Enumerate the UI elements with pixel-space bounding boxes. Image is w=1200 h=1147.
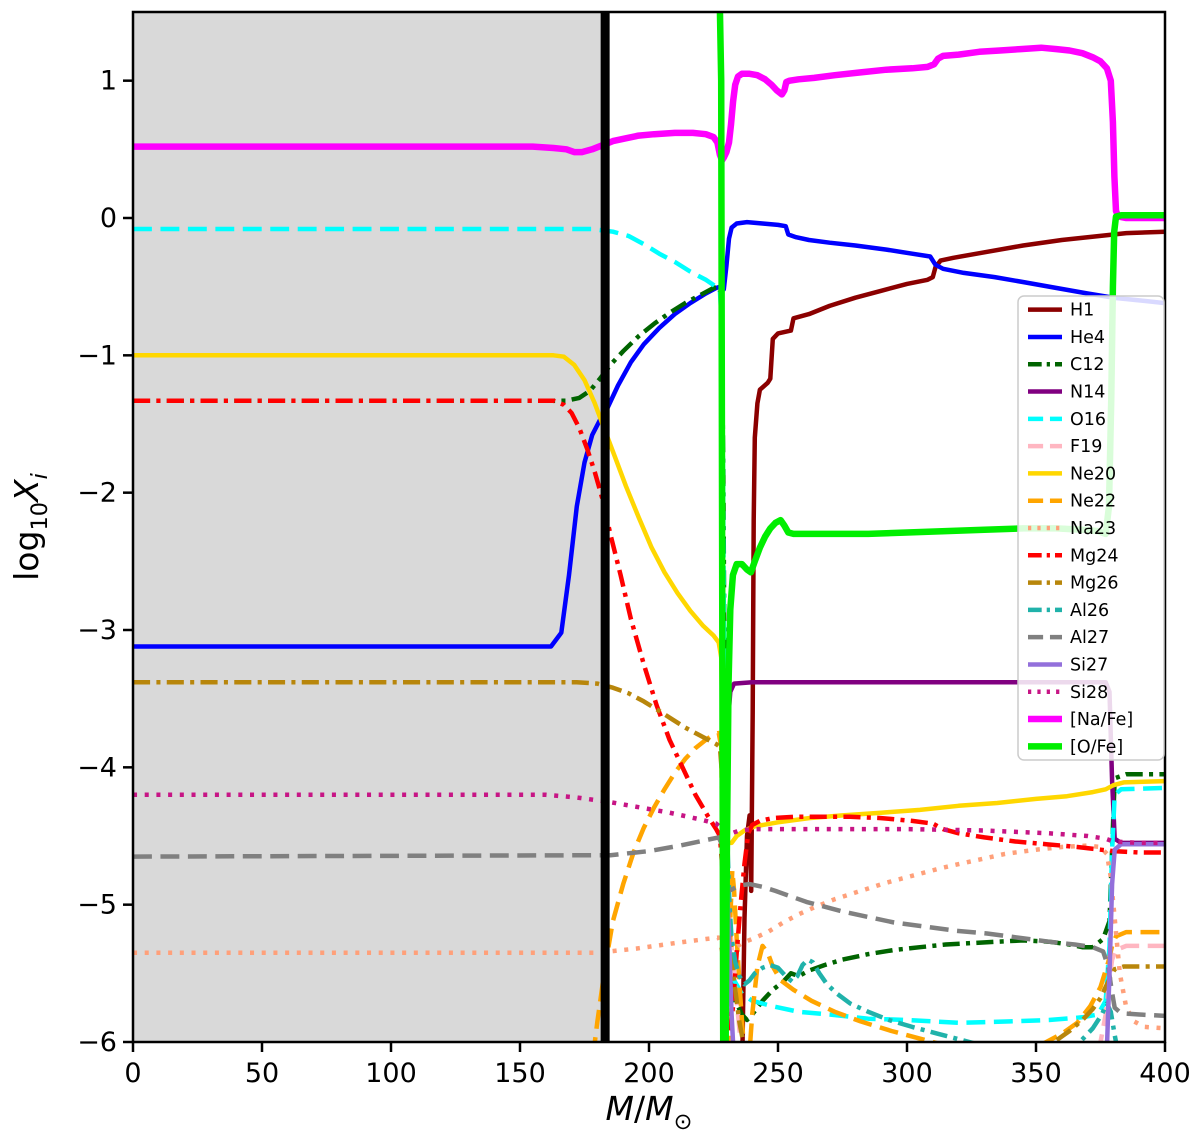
y-axis: 1 0 −1 −2 −3 −4 −5 −6 [77,66,133,1058]
y-tick-label: −2 [77,478,117,509]
x-tick-label: 300 [881,1058,933,1089]
legend-label-o16: O16 [1070,410,1106,430]
x-tick-label: 200 [623,1058,675,1089]
legend-label-n14: N14 [1070,383,1105,403]
legend-label-h1: H1 [1070,301,1094,321]
y-tick-label: −3 [77,615,117,646]
legend-label-si27: Si27 [1070,655,1108,675]
x-tick-label: 250 [752,1058,804,1089]
series-line-al26 [720,813,1119,1042]
legend-label-ne22: Ne22 [1070,492,1116,512]
x-tick-label: 50 [245,1058,279,1089]
y-tick-label: −1 [77,340,117,371]
x-tick-label: 0 [124,1058,141,1089]
x-tick-label: 400 [1139,1058,1191,1089]
series-line-mg26 [133,679,1165,1042]
series-line-c12 [133,284,1165,1023]
y-axis-label: log10Xi [7,472,53,580]
x-tick-label: 150 [494,1058,546,1089]
series-line-ne22 [592,730,1165,1042]
legend-label-al27: Al27 [1070,628,1109,648]
x-tick-label: 100 [365,1058,417,1089]
legend-label-al26: Al26 [1070,601,1109,621]
legend-label-he4: He4 [1070,328,1105,348]
y-tick-label: −6 [77,1027,117,1058]
legend-label-mg24: Mg24 [1070,546,1118,566]
legend-label-ne20: Ne20 [1070,464,1116,484]
x-tick-label: 350 [1010,1058,1062,1089]
series-group [133,12,1165,1042]
y-tick-label: −4 [77,752,117,783]
y-tick-label: −5 [77,890,117,921]
legend: H1 He4 C12 N14 O16 F19 Ne20 Ne22 Na23 Mg24 Mg26 Al2… [1017,295,1165,761]
y-tick-label: 0 [100,203,117,234]
y-tick-label: 1 [100,66,117,97]
shaded-core-region [133,12,606,1042]
legend-label-si28: Si28 [1070,683,1108,703]
series-line-nafe [133,44,1165,222]
series-line-si28 [133,792,1165,846]
x-axis: 0 50 100 150 200 250 300 350 400 [124,1042,1191,1089]
legend-label-ofe: [O/Fe] [1070,737,1123,757]
legend-label-f19: F19 [1070,437,1102,457]
legend-label-na23: Na23 [1070,519,1116,539]
legend-box [1017,295,1165,761]
legend-label-nafe: [Na/Fe] [1070,710,1133,730]
legend-label-c12: C12 [1070,355,1105,375]
x-axis-label: M/M⊙ [606,1089,693,1135]
legend-label-mg26: Mg26 [1070,574,1118,594]
